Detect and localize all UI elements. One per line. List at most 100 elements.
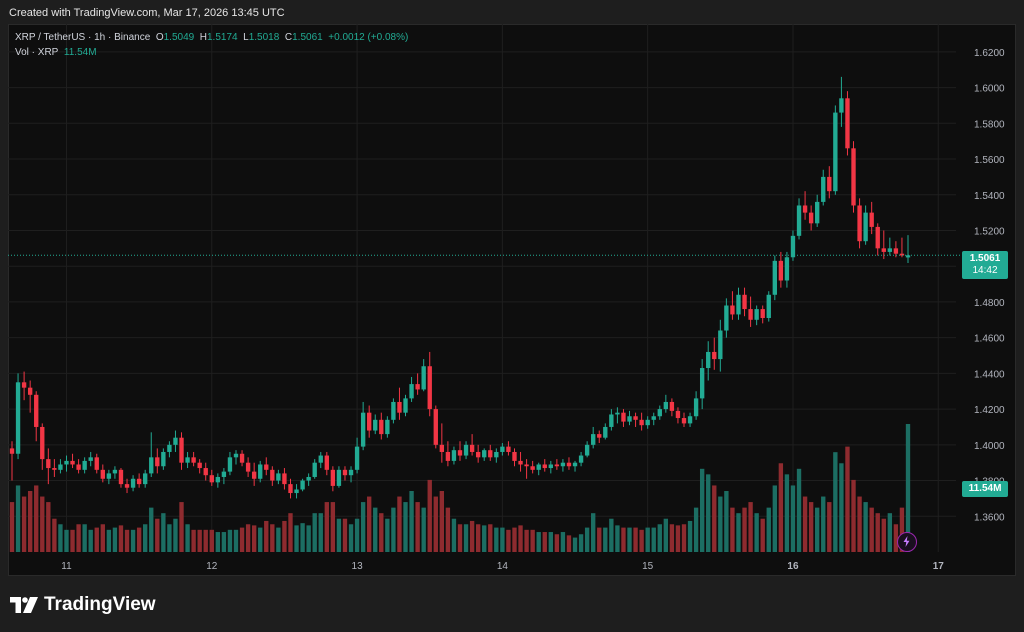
- volume-bar: [833, 452, 838, 552]
- candle-body: [506, 446, 511, 452]
- candle-body: [742, 294, 747, 310]
- candle-body: [385, 419, 390, 435]
- volume-bar: [27, 490, 33, 552]
- candle-body: [318, 455, 323, 463]
- candle-body: [512, 451, 517, 461]
- candle-body: [706, 351, 711, 369]
- candle-body: [681, 418, 687, 424]
- volume-bar: [415, 502, 420, 552]
- candle-body: [306, 476, 311, 481]
- volume-bar: [518, 525, 523, 552]
- volume-bar: [118, 525, 124, 552]
- high-value: 1.5174: [207, 32, 238, 43]
- candle-body: [288, 484, 293, 494]
- lightning-bolt-icon[interactable]: [897, 532, 917, 552]
- candle-body: [457, 450, 463, 456]
- candle-body: [82, 460, 87, 470]
- volume-bar: [603, 527, 608, 552]
- close-label: C: [284, 32, 293, 43]
- volume-bar: [197, 529, 202, 552]
- last-price-badge: 1.5061 14:42: [962, 251, 1008, 279]
- volume-bar: [258, 527, 263, 552]
- candle-body: [427, 366, 432, 410]
- candle-body: [657, 409, 662, 417]
- candle-body: [621, 412, 626, 422]
- candle-body: [651, 416, 656, 420]
- volume-bar: [615, 525, 620, 552]
- y-tick-label: 1.5600: [974, 155, 1005, 166]
- candle-body: [191, 457, 196, 463]
- volume-bar: [288, 513, 293, 552]
- volume-bar: [149, 507, 154, 552]
- candle-body: [70, 460, 75, 465]
- volume-bar: [899, 507, 905, 552]
- candle-body: [245, 462, 251, 472]
- volume-bar: [70, 529, 75, 552]
- volume-bar: [742, 507, 747, 552]
- candle-body: [282, 473, 287, 485]
- candle-body: [591, 434, 596, 445]
- candle-body: [167, 444, 172, 452]
- volume-bar: [857, 496, 862, 552]
- tradingview-branding[interactable]: TradingView: [10, 594, 156, 616]
- candle-body: [312, 462, 317, 477]
- candle-body: [143, 473, 148, 485]
- volume-bar: [675, 525, 681, 552]
- candle-body: [603, 426, 608, 438]
- candle-body: [463, 444, 469, 456]
- volume-bar: [373, 507, 378, 552]
- volume-bar: [342, 518, 348, 552]
- candle-body: [905, 255, 911, 258]
- volume-bar: [875, 513, 880, 552]
- candle-body: [197, 462, 202, 469]
- volume-bar: [40, 496, 45, 552]
- volume-bar: [276, 527, 281, 552]
- volume-bar: [367, 496, 372, 552]
- volume-bar: [687, 520, 693, 552]
- volume-bar: [124, 529, 130, 552]
- volume-bar: [578, 534, 584, 552]
- volume-bar: [445, 507, 451, 552]
- volume-bar: [209, 529, 214, 552]
- candle-body: [475, 451, 481, 458]
- high-label: H: [199, 32, 207, 43]
- y-tick-label: 1.6200: [974, 48, 1005, 59]
- x-tick-label: 16: [787, 561, 799, 572]
- candle-body: [572, 462, 578, 467]
- candle-body: [760, 309, 765, 319]
- volume-bar: [34, 485, 39, 552]
- candle-body: [615, 412, 620, 415]
- candle-body: [130, 478, 136, 488]
- volume-bar: [239, 527, 245, 552]
- volume-bar: [233, 529, 239, 552]
- volume-bar: [457, 524, 463, 552]
- low-label: L: [243, 32, 249, 43]
- volume-bar: [427, 479, 432, 552]
- volume-bar: [282, 520, 287, 552]
- volume-bar: [300, 523, 305, 552]
- candle-body: [409, 384, 414, 399]
- candle-body: [124, 484, 130, 488]
- candlestick-chart[interactable]: 1.36001.38001.40001.42001.44001.46001.48…: [8, 24, 1016, 576]
- volume-bar: [748, 502, 753, 552]
- candle-body: [469, 444, 475, 452]
- candle-body: [693, 398, 699, 417]
- candle-body: [718, 330, 723, 360]
- y-tick-label: 1.5800: [974, 119, 1005, 130]
- candle-body: [639, 419, 644, 426]
- candle-body: [736, 294, 741, 315]
- volume-bar: [173, 518, 178, 552]
- volume-bar: [597, 527, 602, 552]
- candle-body: [802, 205, 808, 213]
- candle-body: [360, 412, 366, 447]
- volume-bar: [772, 485, 777, 552]
- volume-bar: [651, 527, 656, 552]
- candle-body: [9, 448, 15, 454]
- candle-body: [578, 455, 584, 463]
- candle-body: [258, 464, 263, 479]
- volume-bar: [475, 524, 481, 552]
- candle-body: [887, 248, 893, 252]
- candle-body: [439, 444, 445, 452]
- candle-body: [748, 309, 753, 320]
- volume-bar: [627, 527, 632, 552]
